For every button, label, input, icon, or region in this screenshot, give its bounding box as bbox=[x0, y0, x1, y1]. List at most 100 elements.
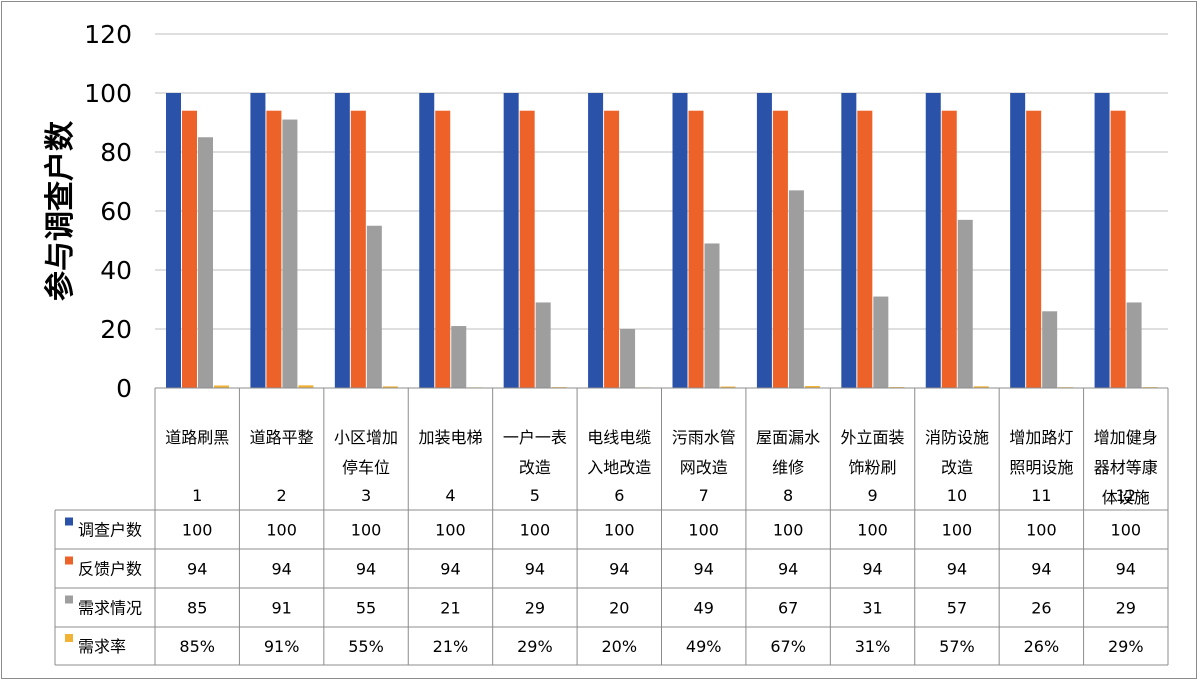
data-table-value: 100 bbox=[688, 521, 719, 540]
data-table-value: 100 bbox=[520, 521, 551, 540]
bar-3-12 bbox=[1126, 302, 1142, 388]
category-index: 4 bbox=[445, 486, 455, 505]
category-label: 电线电缆 bbox=[587, 428, 651, 447]
y-tick-label: 0 bbox=[116, 374, 132, 403]
bar-4-10 bbox=[973, 386, 989, 388]
y-tick-label: 80 bbox=[100, 138, 132, 167]
data-table-value: 67% bbox=[770, 637, 806, 656]
category-label: 消防设施 bbox=[925, 428, 989, 447]
bar-3-6 bbox=[620, 329, 636, 388]
data-table-value: 94 bbox=[1031, 560, 1051, 579]
data-table-value: 91 bbox=[271, 599, 291, 618]
data-table-value: 100 bbox=[1111, 521, 1142, 540]
data-table-value: 100 bbox=[182, 521, 213, 540]
data-table-value: 94 bbox=[440, 560, 460, 579]
data-table-value: 94 bbox=[1116, 560, 1136, 579]
bar-2-6 bbox=[604, 110, 620, 388]
y-tick-label: 100 bbox=[84, 79, 132, 108]
data-table-value: 49% bbox=[686, 637, 722, 656]
category-index: 1 bbox=[192, 486, 202, 505]
category-label: 入地改造 bbox=[587, 458, 651, 477]
data-table-value: 57 bbox=[947, 599, 967, 618]
bar-3-7 bbox=[704, 243, 720, 388]
bar-1-5 bbox=[503, 93, 519, 388]
legend-label: 反馈户数 bbox=[78, 560, 142, 579]
category-index: 8 bbox=[783, 486, 793, 505]
data-table-value: 67 bbox=[778, 599, 798, 618]
category-index: 3 bbox=[361, 486, 371, 505]
category-label: 器材等康 bbox=[1094, 458, 1158, 477]
data-table-value: 55% bbox=[348, 637, 384, 656]
category-label: 污雨水管 bbox=[672, 428, 736, 447]
legend-label: 需求率 bbox=[78, 637, 126, 656]
category-index: 12 bbox=[1116, 486, 1136, 505]
data-table-value: 29% bbox=[1108, 637, 1144, 656]
bar-2-8 bbox=[772, 110, 788, 388]
bar-1-4 bbox=[419, 93, 435, 388]
data-table-value: 85 bbox=[187, 599, 207, 618]
data-table-value: 100 bbox=[1026, 521, 1057, 540]
data-table-value: 55 bbox=[356, 599, 376, 618]
bar-2-10 bbox=[941, 110, 957, 388]
bar-3-2 bbox=[282, 119, 298, 389]
legend-label: 需求情况 bbox=[78, 599, 142, 618]
data-table-value: 31 bbox=[862, 599, 882, 618]
bar-3-10 bbox=[957, 219, 973, 388]
data-table-value: 94 bbox=[356, 560, 376, 579]
bar-3-11 bbox=[1042, 311, 1058, 388]
category-label: 维修 bbox=[772, 458, 804, 477]
data-table-value: 91% bbox=[264, 637, 300, 656]
bar-2-2 bbox=[266, 110, 282, 388]
data-table-value: 100 bbox=[857, 521, 888, 540]
bar-4-1 bbox=[214, 385, 229, 388]
data-table-value: 94 bbox=[271, 560, 291, 579]
bar-4-8 bbox=[804, 386, 820, 388]
data-table-value: 94 bbox=[947, 560, 967, 579]
bar-2-9 bbox=[857, 110, 873, 388]
category-label: 道路平整 bbox=[250, 428, 314, 447]
data-table-value: 100 bbox=[604, 521, 635, 540]
bar-3-9 bbox=[873, 296, 889, 388]
data-table-value: 94 bbox=[694, 560, 714, 579]
legend-label: 调查户数 bbox=[78, 521, 142, 540]
bar-1-11 bbox=[1010, 93, 1026, 388]
data-table-value: 94 bbox=[778, 560, 798, 579]
category-index: 5 bbox=[530, 486, 540, 505]
bar-2-5 bbox=[519, 110, 535, 388]
category-label: 网改造 bbox=[680, 458, 728, 477]
category-index: 11 bbox=[1031, 486, 1051, 505]
bar-1-6 bbox=[588, 93, 604, 388]
bar-2-4 bbox=[435, 110, 451, 388]
category-label: 照明设施 bbox=[1009, 458, 1073, 477]
data-table-value: 21% bbox=[433, 637, 469, 656]
category-label: 体设施 bbox=[1102, 488, 1150, 507]
category-label: 增加健身 bbox=[1094, 428, 1158, 447]
category-label: 饰粉刷 bbox=[849, 458, 897, 477]
data-table-value: 31% bbox=[855, 637, 891, 656]
category-index: 10 bbox=[947, 486, 967, 505]
category-index: 9 bbox=[867, 486, 877, 505]
bar-2-1 bbox=[182, 110, 197, 388]
bar-3-4 bbox=[451, 326, 467, 388]
legend-swatch-3 bbox=[65, 595, 73, 604]
bar-1-9 bbox=[841, 93, 857, 388]
bar-3-1 bbox=[198, 137, 213, 388]
data-table-value: 100 bbox=[773, 521, 804, 540]
category-index: 2 bbox=[277, 486, 287, 505]
category-label: 小区增加 bbox=[334, 428, 398, 447]
y-tick-label: 20 bbox=[100, 315, 132, 344]
bar-1-1 bbox=[166, 93, 181, 388]
data-table-value: 20 bbox=[609, 599, 629, 618]
legend-swatch-1 bbox=[65, 517, 73, 526]
bar-1-8 bbox=[756, 93, 772, 388]
data-table-value: 29 bbox=[525, 599, 545, 618]
category-label: 道路刷黑 bbox=[165, 428, 229, 447]
bar-2-11 bbox=[1026, 110, 1042, 388]
bar-4-3 bbox=[382, 386, 398, 388]
bar-1-7 bbox=[672, 93, 688, 388]
bar-1-2 bbox=[250, 93, 266, 388]
y-tick-label: 60 bbox=[100, 197, 132, 226]
bar-2-7 bbox=[688, 110, 704, 388]
